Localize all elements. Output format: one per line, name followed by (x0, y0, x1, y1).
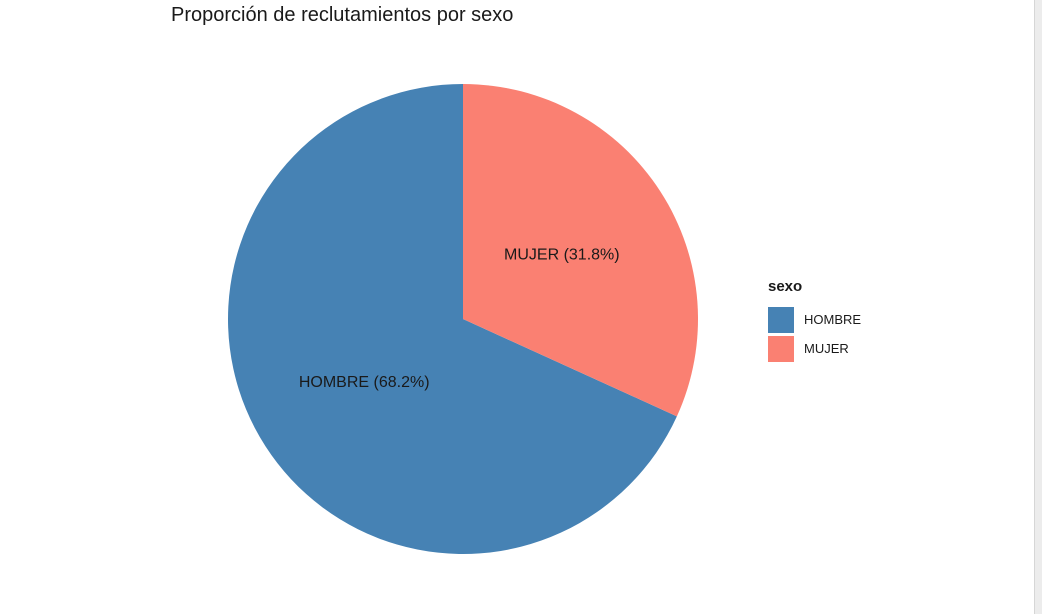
legend-item-mujer: MUJER (768, 334, 861, 363)
legend-swatch-hombre (768, 306, 794, 333)
legend-label-hombre: HOMBRE (804, 312, 862, 327)
legend-label-mujer: MUJER (804, 341, 849, 356)
legend-item-hombre: HOMBRE (768, 305, 861, 334)
legend-swatch-mujer (768, 335, 794, 362)
pie-slice-mujer (463, 84, 698, 417)
window-edge (1034, 0, 1042, 614)
legend-title: sexo (768, 278, 803, 295)
slice-label-hombre: HOMBRE (68.2%) (299, 374, 430, 391)
legend: sexo HOMBRE MUJER (768, 278, 861, 363)
chart-title: Proporción de reclutamientos por sexo (171, 4, 514, 26)
pie-slice-hombre (228, 84, 677, 554)
slice-label-mujer: MUJER (31.8%) (504, 247, 620, 264)
